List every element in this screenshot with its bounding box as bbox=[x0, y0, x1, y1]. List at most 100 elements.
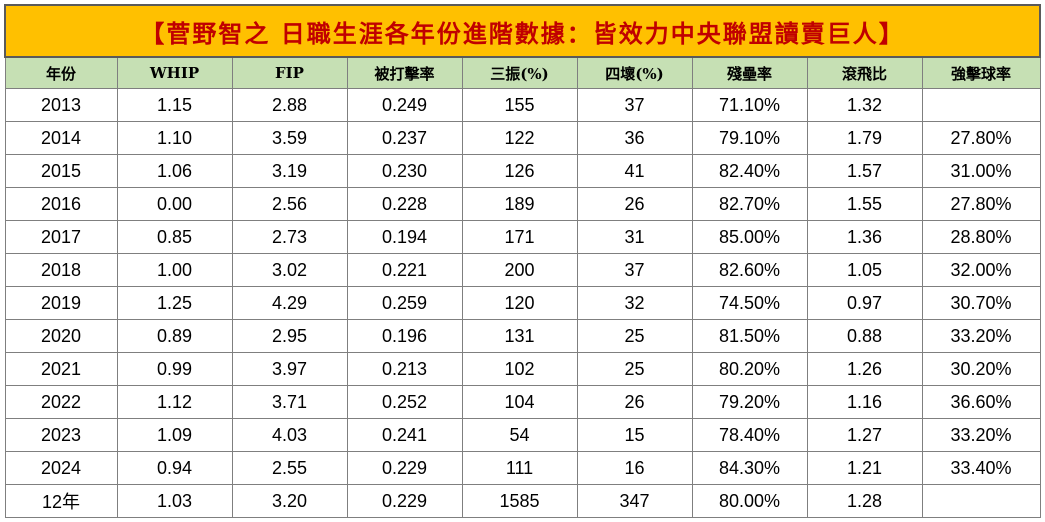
cell-lob-pct: 74.50% bbox=[691, 286, 808, 320]
column-header-whip: WHIP bbox=[116, 56, 233, 89]
cell-gb-fb-ratio: 0.97 bbox=[806, 286, 923, 320]
cell-year: 12年 bbox=[4, 484, 118, 518]
cell-hard-hit-pct: 27.80% bbox=[921, 187, 1041, 221]
table-title: 【菅野智之 日職生涯各年份進階數據：皆效力中央聯盟讀賣巨人】 bbox=[3, 4, 1042, 58]
table-row-total: 12年 1.03 3.20 0.229 1585 347 80.00% 1.28 bbox=[4, 484, 1041, 518]
column-header-lob-pct: 殘壘率 bbox=[691, 56, 808, 89]
cell-opponent-avg: 0.194 bbox=[346, 220, 463, 254]
cell-lob-pct: 82.60% bbox=[691, 253, 808, 287]
cell-strikeout-pct: 120 bbox=[461, 286, 578, 320]
cell-strikeout-pct: 104 bbox=[461, 385, 578, 419]
title-row: 【菅野智之 日職生涯各年份進階數據：皆效力中央聯盟讀賣巨人】 bbox=[3, 4, 1042, 58]
cell-gb-fb-ratio: 1.36 bbox=[806, 220, 923, 254]
cell-lob-pct: 82.70% bbox=[691, 187, 808, 221]
cell-lob-pct: 71.10% bbox=[691, 88, 808, 122]
cell-hard-hit-pct: 28.80% bbox=[921, 220, 1041, 254]
cell-hard-hit-pct: 30.70% bbox=[921, 286, 1041, 320]
cell-hard-hit-pct: 32.00% bbox=[921, 253, 1041, 287]
cell-whip: 0.00 bbox=[116, 187, 233, 221]
cell-walk-pct: 37 bbox=[576, 253, 693, 287]
cell-gb-fb-ratio: 1.32 bbox=[806, 88, 923, 122]
cell-year: 2020 bbox=[4, 319, 118, 353]
cell-walk-pct: 41 bbox=[576, 154, 693, 188]
cell-fip: 3.97 bbox=[231, 352, 348, 386]
cell-opponent-avg: 0.229 bbox=[346, 484, 463, 518]
cell-year: 2019 bbox=[4, 286, 118, 320]
cell-year: 2024 bbox=[4, 451, 118, 485]
cell-strikeout-pct: 54 bbox=[461, 418, 578, 452]
cell-whip: 0.85 bbox=[116, 220, 233, 254]
cell-year: 2022 bbox=[4, 385, 118, 419]
cell-opponent-avg: 0.229 bbox=[346, 451, 463, 485]
cell-opponent-avg: 0.228 bbox=[346, 187, 463, 221]
cell-strikeout-pct: 131 bbox=[461, 319, 578, 353]
cell-strikeout-pct: 200 bbox=[461, 253, 578, 287]
table-row: 2024 0.94 2.55 0.229 111 16 84.30% 1.21 33.40% bbox=[4, 451, 1041, 485]
table-row: 2015 1.06 3.19 0.230 126 41 82.40% 1.57 31.00% bbox=[4, 154, 1041, 188]
cell-gb-fb-ratio: 1.55 bbox=[806, 187, 923, 221]
cell-fip: 4.03 bbox=[231, 418, 348, 452]
cell-whip: 0.94 bbox=[116, 451, 233, 485]
cell-strikeout-pct: 122 bbox=[461, 121, 578, 155]
table-row: 2022 1.12 3.71 0.252 104 26 79.20% 1.16 36.60% bbox=[4, 385, 1041, 419]
cell-fip: 3.19 bbox=[231, 154, 348, 188]
cell-fip: 2.56 bbox=[231, 187, 348, 221]
cell-walk-pct: 31 bbox=[576, 220, 693, 254]
cell-lob-pct: 80.00% bbox=[691, 484, 808, 518]
cell-year: 2021 bbox=[4, 352, 118, 386]
column-header-opponent-avg: 被打擊率 bbox=[346, 56, 463, 89]
cell-whip: 1.12 bbox=[116, 385, 233, 419]
cell-gb-fb-ratio: 1.57 bbox=[806, 154, 923, 188]
cell-walk-pct: 347 bbox=[576, 484, 693, 518]
cell-walk-pct: 36 bbox=[576, 121, 693, 155]
cell-walk-pct: 26 bbox=[576, 385, 693, 419]
table-body: 2013 1.15 2.88 0.249 155 37 71.10% 1.32 2014 1.10… bbox=[4, 88, 1041, 518]
cell-opponent-avg: 0.230 bbox=[346, 154, 463, 188]
cell-lob-pct: 82.40% bbox=[691, 154, 808, 188]
cell-year: 2014 bbox=[4, 121, 118, 155]
cell-lob-pct: 79.20% bbox=[691, 385, 808, 419]
column-header-walk-pct: 四壞(%) bbox=[576, 56, 693, 89]
cell-year: 2013 bbox=[4, 88, 118, 122]
cell-strikeout-pct: 155 bbox=[461, 88, 578, 122]
table-row: 2013 1.15 2.88 0.249 155 37 71.10% 1.32 bbox=[4, 88, 1041, 122]
cell-lob-pct: 81.50% bbox=[691, 319, 808, 353]
cell-fip: 2.73 bbox=[231, 220, 348, 254]
cell-fip: 2.95 bbox=[231, 319, 348, 353]
cell-lob-pct: 78.40% bbox=[691, 418, 808, 452]
cell-lob-pct: 80.20% bbox=[691, 352, 808, 386]
cell-strikeout-pct: 1585 bbox=[461, 484, 578, 518]
cell-hard-hit-pct bbox=[921, 484, 1041, 518]
cell-whip: 0.89 bbox=[116, 319, 233, 353]
table-row: 2023 1.09 4.03 0.241 54 15 78.40% 1.27 33.20% bbox=[4, 418, 1041, 452]
cell-opponent-avg: 0.221 bbox=[346, 253, 463, 287]
cell-gb-fb-ratio: 1.21 bbox=[806, 451, 923, 485]
cell-gb-fb-ratio: 0.88 bbox=[806, 319, 923, 353]
cell-fip: 3.59 bbox=[231, 121, 348, 155]
cell-year: 2018 bbox=[4, 253, 118, 287]
cell-strikeout-pct: 111 bbox=[461, 451, 578, 485]
table-row: 2018 1.00 3.02 0.221 200 37 82.60% 1.05 32.00% bbox=[4, 253, 1041, 287]
cell-opponent-avg: 0.249 bbox=[346, 88, 463, 122]
column-header-fip: FIP bbox=[231, 56, 348, 89]
cell-hard-hit-pct: 27.80% bbox=[921, 121, 1041, 155]
cell-hard-hit-pct: 31.00% bbox=[921, 154, 1041, 188]
cell-opponent-avg: 0.237 bbox=[346, 121, 463, 155]
cell-gb-fb-ratio: 1.27 bbox=[806, 418, 923, 452]
cell-lob-pct: 79.10% bbox=[691, 121, 808, 155]
cell-gb-fb-ratio: 1.05 bbox=[806, 253, 923, 287]
cell-whip: 1.06 bbox=[116, 154, 233, 188]
cell-gb-fb-ratio: 1.16 bbox=[806, 385, 923, 419]
header-row: 年份 WHIP FIP 被打擊率 三振(%) 四壞(%) 殘壘率 滾飛比 強擊球… bbox=[4, 56, 1041, 89]
cell-whip: 1.25 bbox=[116, 286, 233, 320]
cell-hard-hit-pct: 33.20% bbox=[921, 418, 1041, 452]
cell-whip: 1.10 bbox=[116, 121, 233, 155]
cell-walk-pct: 26 bbox=[576, 187, 693, 221]
cell-whip: 1.00 bbox=[116, 253, 233, 287]
cell-gb-fb-ratio: 1.26 bbox=[806, 352, 923, 386]
cell-lob-pct: 85.00% bbox=[691, 220, 808, 254]
cell-year: 2016 bbox=[4, 187, 118, 221]
cell-fip: 2.88 bbox=[231, 88, 348, 122]
cell-walk-pct: 15 bbox=[576, 418, 693, 452]
cell-whip: 0.99 bbox=[116, 352, 233, 386]
